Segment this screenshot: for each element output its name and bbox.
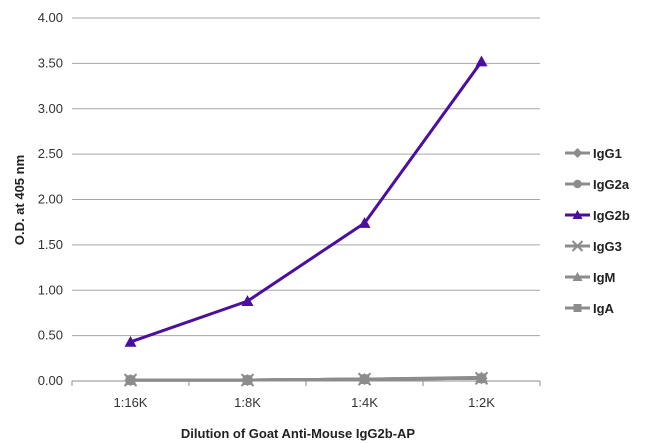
legend-marker [572,148,583,158]
y-axis-ticks: 0.00 0.50 1.00 1.50 2.00 2.50 3.00 3.50 4.00 [38,10,63,388]
y-tick-label: 2.00 [38,192,63,207]
data-point [359,374,370,384]
data-point [241,295,254,306]
series-line [130,376,482,382]
legend-marker [571,240,584,252]
data-point [358,217,371,228]
data-point [475,55,488,67]
legend-label: IgG1 [593,146,622,161]
y-tick-label: 4.00 [38,10,63,25]
x-tick-label: 1:16K [114,395,148,410]
y-tick-label: 3.00 [38,101,63,116]
x-axis [71,380,541,386]
data-point [125,375,136,385]
data-point [476,373,487,384]
y-tick-label: 3.50 [38,55,63,70]
legend-marker [572,210,583,219]
plot-area [123,55,489,387]
y-tick-label: 1.00 [38,282,63,297]
legend-item-igg1: IgG1 [565,146,622,161]
x-axis-title: Dilution of Goat Anti-Mouse IgG2b-AP [181,426,416,441]
legend-item-igg2a: IgG2a [565,177,630,192]
data-point [242,375,253,385]
y-tick-label: 0.50 [38,328,63,343]
legend-marker [572,272,583,281]
y-tick-label: 0.00 [38,373,63,388]
series-line [130,60,483,344]
legend-item-igg3: IgG3 [565,239,622,254]
legend-label: IgA [593,301,615,316]
legend-item-igg2b: IgG2b [565,208,630,223]
x-axis-ticks: 1:16K 1:8K 1:4K 1:2K [114,395,496,410]
y-tick-label: 2.50 [38,146,63,161]
series-iga [125,373,487,385]
legend-label: IgG2a [593,177,630,192]
legend-marker [573,304,582,312]
legend-item-iga: IgA [565,301,615,316]
legend-label: IgM [593,270,615,285]
data-point [124,335,137,347]
legend-label: IgG3 [593,239,622,254]
legend-label: IgG2b [593,208,630,223]
series-igg2b [124,55,488,347]
y-axis-title: O.D. at 405 nm [12,155,27,245]
legend: IgG1 IgG2a IgG2b IgG3 IgM IgA [565,146,630,316]
x-tick-label: 1:8K [234,395,261,410]
x-tick-label: 1:2K [468,395,495,410]
gridlines [72,17,540,337]
x-tick-label: 1:4K [351,395,378,410]
legend-item-igm: IgM [565,270,615,285]
legend-marker [573,179,582,189]
y-tick-label: 1.50 [38,237,63,252]
